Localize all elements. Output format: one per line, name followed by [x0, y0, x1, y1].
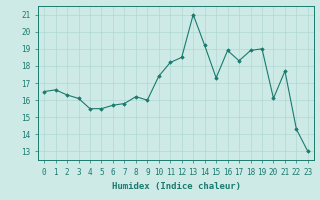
X-axis label: Humidex (Indice chaleur): Humidex (Indice chaleur)	[111, 182, 241, 191]
